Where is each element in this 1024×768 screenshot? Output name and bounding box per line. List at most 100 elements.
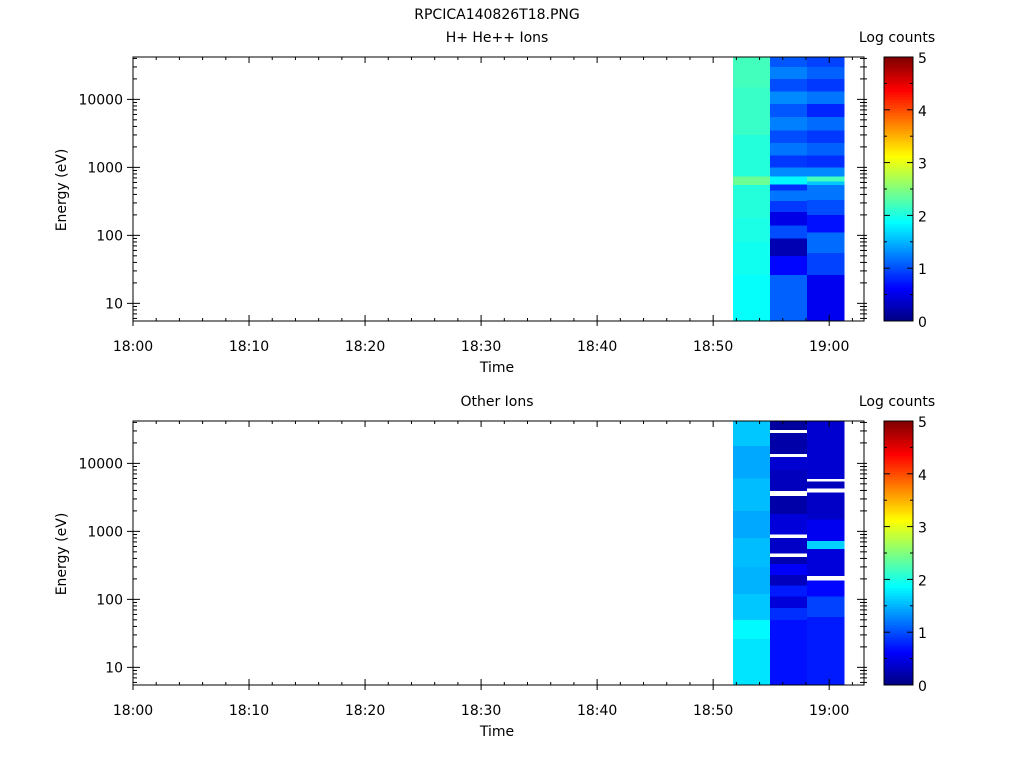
colorbar-step: [884, 117, 913, 121]
heatmap-cell: [807, 142, 845, 156]
heatmap-cell: [770, 429, 808, 433]
heatmap-cells: [732, 57, 845, 321]
colorbar-step: [884, 624, 913, 628]
colorbar-step: [884, 523, 913, 528]
heatmap-cell: [807, 421, 845, 479]
colorbar-step: [884, 257, 913, 261]
colorbar-step: [884, 252, 913, 256]
heatmap-cell: [732, 619, 771, 640]
heatmap-cell: [770, 104, 808, 118]
colorbar-step: [884, 640, 913, 644]
colorbar-step: [884, 210, 913, 214]
colorbar-step: [884, 173, 913, 177]
colorbar-step: [884, 476, 913, 480]
heatmap-cell: [770, 469, 808, 492]
colorbar-step: [884, 104, 913, 108]
heatmap-cell: [732, 176, 771, 186]
colorbar-step: [884, 191, 913, 195]
colorbar-step: [884, 510, 913, 514]
x-tick-label: 18:40: [577, 339, 617, 355]
y-tick-label: 100: [96, 228, 123, 244]
heatmap-cell: [732, 241, 771, 276]
colorbar-step: [884, 236, 913, 240]
colorbar-step: [884, 508, 913, 512]
colorbar-step: [884, 91, 913, 95]
plot-frame: [132, 56, 865, 322]
colorbar-step: [884, 233, 913, 238]
heatmap-cell: [770, 454, 808, 457]
y-tick-label: 1000: [87, 524, 123, 540]
colorbar-tick-label: 0: [918, 679, 927, 695]
colorbar-step: [884, 505, 913, 509]
colorbar-step: [884, 516, 913, 520]
colorbar-step: [884, 281, 913, 285]
colorbar-step: [884, 653, 913, 657]
colorbar-step: [884, 574, 913, 578]
colorbar-tick-label: 3: [918, 157, 927, 173]
y-tick-label: 10000: [78, 92, 123, 108]
heatmap-cell: [770, 117, 808, 131]
heatmap-cell: [770, 255, 808, 276]
colorbar-step: [884, 431, 913, 435]
heatmap-cell: [807, 478, 845, 482]
colorbar-step: [884, 550, 913, 554]
x-tick-label: 18:40: [577, 703, 617, 719]
colorbar-step: [884, 600, 913, 604]
heatmap-cell: [770, 607, 808, 620]
colorbar-step: [884, 72, 913, 77]
y-tick-label: 1000: [87, 160, 123, 176]
colorbar-step: [884, 78, 913, 82]
colorbar-step: [884, 663, 913, 668]
heatmap-cell: [732, 185, 771, 218]
colorbar-step: [884, 99, 913, 103]
colorbar-step: [884, 154, 913, 158]
colorbar-step: [884, 244, 913, 248]
colorbar-tick-label: 3: [918, 521, 927, 537]
colorbar-step: [884, 626, 913, 631]
colorbar-step: [884, 70, 913, 74]
colorbar-step: [884, 595, 913, 599]
colorbar-step: [884, 313, 913, 317]
x-tick-label: 18:30: [461, 703, 501, 719]
colorbar-tick-label: 4: [918, 104, 927, 120]
colorbar-step: [884, 481, 913, 485]
colorbar-step: [884, 553, 913, 557]
heatmap-cell: [807, 200, 845, 215]
colorbar-step: [884, 494, 913, 499]
heatmap-cell: [807, 519, 845, 542]
colorbar-step: [884, 568, 913, 573]
colorbar-step: [884, 239, 913, 243]
colorbar-step: [884, 194, 913, 198]
colorbar-step: [884, 648, 913, 652]
colorbar-step: [884, 307, 913, 312]
x-tick-label: 18:20: [345, 703, 385, 719]
colorbar-step: [884, 439, 913, 443]
plot-frame: [132, 420, 865, 686]
heatmap-cell: [807, 91, 845, 105]
colorbar-step: [884, 455, 913, 459]
heatmap-cell: [807, 541, 845, 550]
colorbar-step: [884, 88, 913, 92]
heatmap-cell: [770, 190, 808, 202]
heatmap-cell: [770, 556, 808, 565]
y-axis-label: Energy (eV): [54, 149, 70, 232]
colorbar-step: [884, 249, 913, 253]
heatmap-cell: [807, 181, 845, 186]
colorbar-step: [884, 497, 913, 501]
x-tick-label: 18:50: [693, 703, 733, 719]
colorbar-step: [884, 141, 913, 145]
colorbar-step: [884, 255, 913, 259]
colorbar-step: [884, 223, 913, 227]
heatmap-cell: [770, 534, 808, 538]
colorbar-step: [884, 170, 913, 174]
colorbar-step: [884, 629, 913, 633]
heatmap-cell: [770, 496, 808, 515]
colorbar-step: [884, 650, 913, 654]
colorbar-step: [884, 436, 913, 441]
colorbar-tick-label: 5: [918, 51, 927, 67]
colorbar-step: [884, 421, 913, 425]
colorbar-step: [884, 136, 913, 140]
colorbar-step: [884, 471, 913, 475]
colorbar-step: [884, 502, 913, 507]
x-axis-label: Time: [479, 360, 514, 376]
